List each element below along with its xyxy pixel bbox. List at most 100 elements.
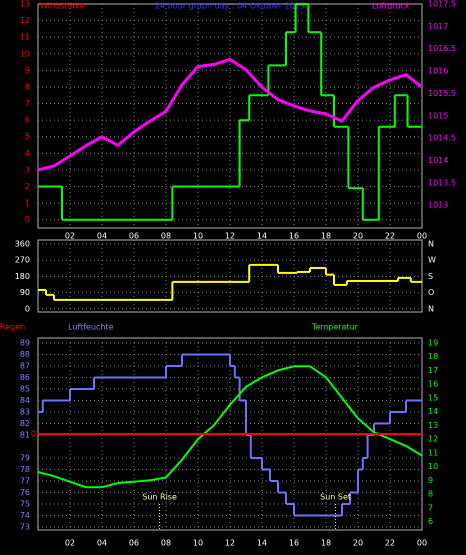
x-tick-label: 18 bbox=[321, 539, 331, 548]
yticks-label: 1 bbox=[25, 199, 30, 208]
x-tick-label: 12 bbox=[225, 539, 235, 548]
yticks-label: 10 bbox=[20, 49, 30, 58]
yticks-label: 2 bbox=[25, 182, 30, 191]
y-label: Luftfeuchte bbox=[68, 323, 114, 332]
y2ticks-label: 16 bbox=[428, 380, 438, 389]
yticks-label: 84 bbox=[20, 396, 30, 405]
yticks-label: 73 bbox=[20, 523, 30, 532]
y2ticks-label: 1017.5 bbox=[428, 0, 456, 9]
yticks-label: 9 bbox=[25, 66, 30, 75]
yticks-label: 5 bbox=[25, 132, 30, 141]
y-2label: Temperatur bbox=[311, 323, 359, 332]
x-tick-label: 22 bbox=[385, 539, 395, 548]
x-tick-label: 00 bbox=[417, 232, 427, 241]
x-tick-label: 00 bbox=[417, 539, 427, 548]
y2ticks-label: 12 bbox=[428, 435, 438, 444]
yticks-label: 85 bbox=[20, 384, 30, 393]
y3ticks-label: 0 bbox=[31, 430, 36, 439]
annotation-label: Sun Rise bbox=[142, 493, 177, 502]
x-tick-label: 12 bbox=[225, 232, 235, 241]
yticks-label: 81 bbox=[20, 430, 30, 439]
yticks-label: 270 bbox=[15, 256, 30, 265]
yticks-label: 75 bbox=[20, 500, 30, 509]
yticks-label: 79 bbox=[20, 453, 30, 462]
y2ticks-label: 19 bbox=[428, 338, 438, 347]
yticks-label: 86 bbox=[20, 373, 30, 382]
yticks-label: 3 bbox=[25, 165, 30, 174]
y2ticks-label: 1013.5 bbox=[428, 178, 456, 187]
y2ticks-label: 6 bbox=[428, 517, 433, 526]
yticks-label: 0 bbox=[25, 215, 30, 224]
title: 24 hour graph day : 04 Oktober 2015 bbox=[155, 2, 305, 11]
y2ticks-label: S bbox=[428, 272, 433, 281]
x-tick-label: 16 bbox=[289, 539, 299, 548]
x-tick-label: 14 bbox=[257, 232, 267, 241]
y2ticks-label: 14 bbox=[428, 407, 438, 416]
series-line bbox=[37, 57, 423, 172]
x-tick-label: 14 bbox=[257, 539, 267, 548]
yticks-label: 88 bbox=[20, 350, 30, 359]
yticks-label: 83 bbox=[20, 407, 30, 416]
y2ticks-label: 9 bbox=[428, 476, 433, 485]
yticks-label: 12 bbox=[20, 16, 30, 25]
y2ticks-label: N bbox=[428, 304, 434, 313]
plot-frame bbox=[37, 239, 423, 313]
y2ticks-label: 15 bbox=[428, 393, 438, 402]
yticks-label: 4 bbox=[25, 149, 30, 158]
y2ticks-label: 1015.5 bbox=[428, 89, 456, 98]
x-tick-label: 04 bbox=[97, 232, 107, 241]
y2ticks-label: 17 bbox=[428, 366, 438, 375]
x-tick-label: 08 bbox=[161, 539, 171, 548]
yticks-label: 74 bbox=[20, 511, 30, 520]
y2ticks-label: 1013 bbox=[428, 201, 448, 210]
y2ticks-label: 11 bbox=[428, 448, 438, 457]
y2ticks-label: 7 bbox=[428, 503, 433, 512]
y2ticks-label: O bbox=[428, 288, 434, 297]
x-tick-label: 02 bbox=[65, 539, 75, 548]
yticks-label: 180 bbox=[15, 272, 30, 281]
plot-frame bbox=[37, 3, 423, 229]
series-line bbox=[37, 365, 423, 489]
y2ticks-label: 10 bbox=[428, 462, 438, 471]
x-tick-label: 06 bbox=[129, 539, 139, 548]
annotation-label: Sun Set bbox=[320, 493, 351, 502]
y2ticks-label: 1016.5 bbox=[428, 44, 456, 53]
y2ticks-label: 1015 bbox=[428, 111, 448, 120]
yticks-label: 77 bbox=[20, 476, 30, 485]
yticks-label: 360 bbox=[15, 239, 30, 248]
y2ticks-label: 1014.5 bbox=[428, 134, 456, 143]
y2ticks-label: W bbox=[428, 256, 436, 265]
yticks-label: 11 bbox=[20, 33, 30, 42]
x-tick-label: 20 bbox=[353, 232, 363, 241]
y2ticks-label: 1016 bbox=[428, 67, 448, 76]
yticks-label: 8 bbox=[25, 82, 30, 91]
x-tick-label: 02 bbox=[65, 232, 75, 241]
y2ticks-label: N bbox=[428, 239, 434, 248]
yticks-label: 89 bbox=[20, 338, 30, 347]
yticks-label: 76 bbox=[20, 488, 30, 497]
yticks-label: 7 bbox=[25, 99, 30, 108]
yticks-label: 82 bbox=[20, 419, 30, 428]
y-3label: Regen bbox=[0, 323, 25, 332]
yticks-label: 6 bbox=[25, 116, 30, 125]
x-tick-label: 06 bbox=[129, 232, 139, 241]
x-tick-label: 04 bbox=[97, 539, 107, 548]
yticks-label: 90 bbox=[20, 288, 30, 297]
x-tick-label: 20 bbox=[353, 539, 363, 548]
x-tick-label: 22 bbox=[385, 232, 395, 241]
yticks-label: 0 bbox=[25, 304, 30, 313]
x-tick-label: 18 bbox=[321, 232, 331, 241]
y2ticks-label: 1017 bbox=[428, 22, 448, 31]
x-tick-label: 08 bbox=[161, 232, 171, 241]
y2ticks-label: 1014 bbox=[428, 156, 448, 165]
y2ticks-label: 8 bbox=[428, 490, 433, 499]
yticks-label: 13 bbox=[20, 0, 30, 9]
x-tick-label: 10 bbox=[193, 539, 203, 548]
x-tick-label: 16 bbox=[289, 232, 299, 241]
yticks-label: 87 bbox=[20, 361, 30, 370]
yticks-label: 78 bbox=[20, 465, 30, 474]
y2ticks-label: 13 bbox=[428, 421, 438, 430]
